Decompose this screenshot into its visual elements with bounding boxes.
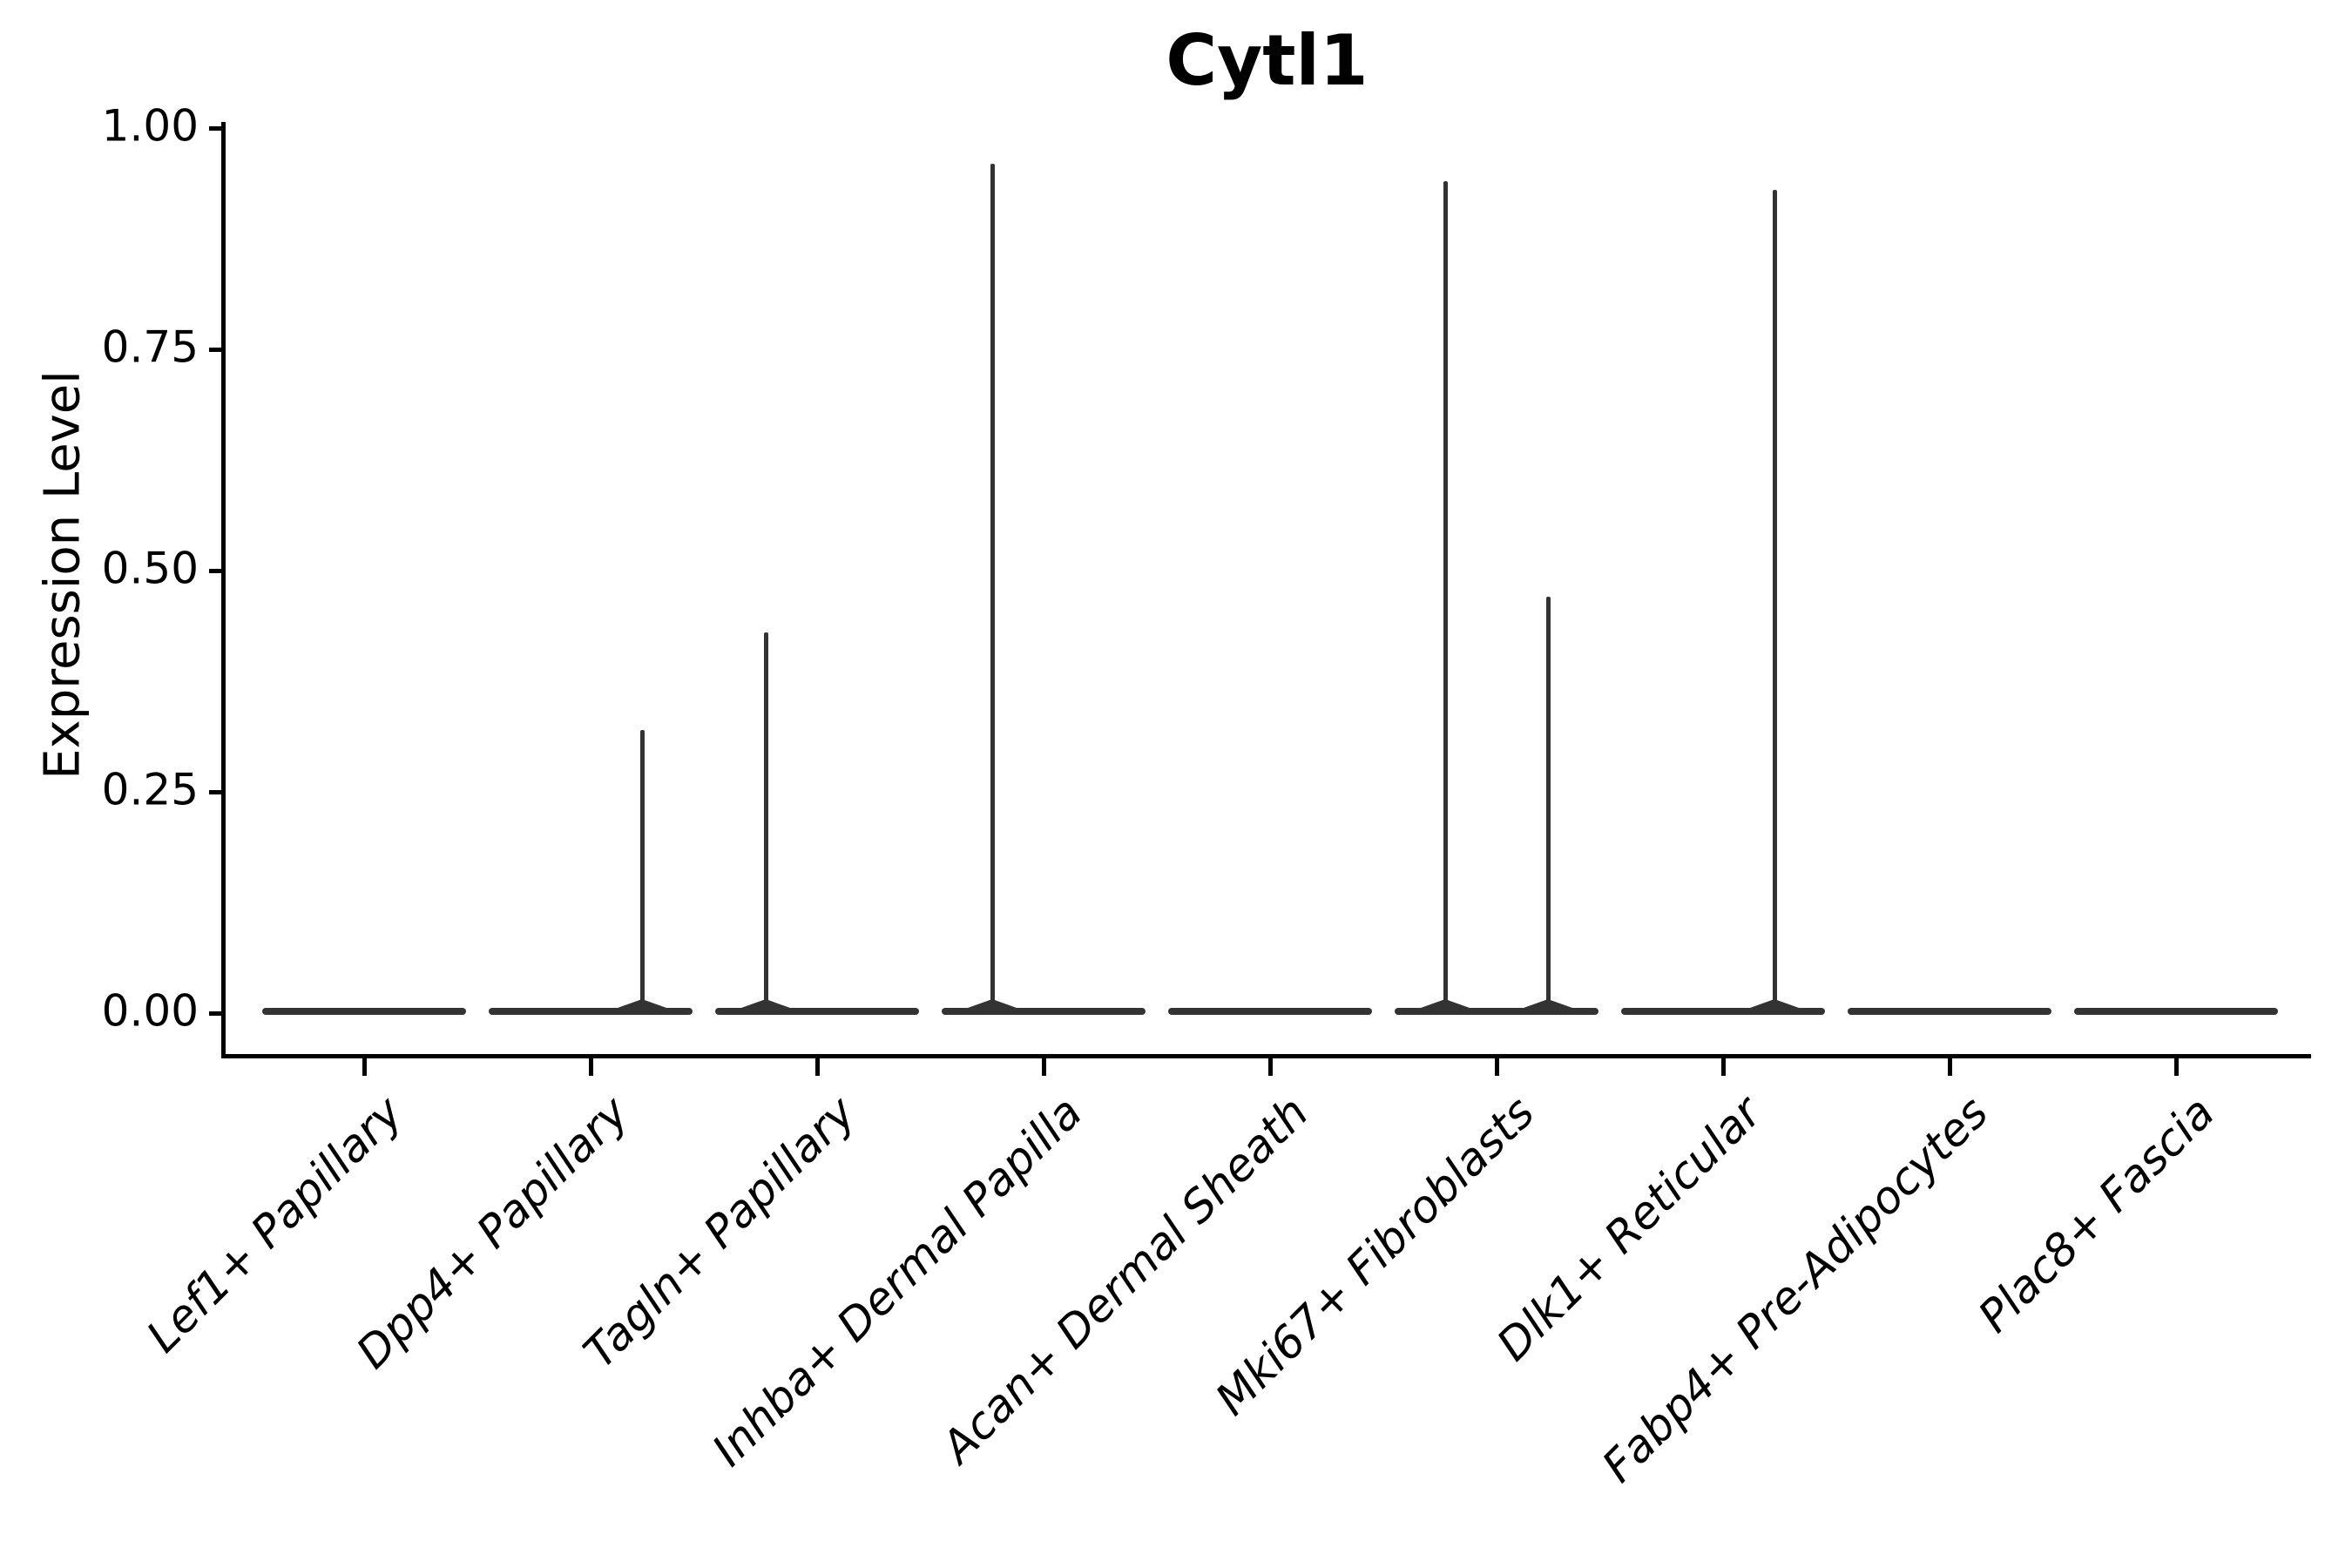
violin-base: [489, 1008, 693, 1015]
x-tick: [1947, 1058, 1952, 1076]
violin-base: [1848, 1008, 2051, 1015]
y-tick: [209, 789, 221, 794]
x-tick: [362, 1058, 367, 1076]
y-tick: [209, 1010, 221, 1016]
y-tick-label: 0.75: [101, 321, 199, 373]
y-tick-label: 0.50: [101, 543, 199, 594]
x-tick: [2173, 1058, 2179, 1076]
x-tick: [588, 1058, 593, 1076]
y-tick: [209, 347, 221, 352]
y-tick-label: 0.25: [101, 764, 199, 815]
violin-base: [942, 1008, 1146, 1015]
violin-spike: [990, 163, 995, 1013]
y-tick-label: 1.00: [101, 100, 199, 152]
x-tick: [1041, 1058, 1046, 1076]
chart-title: Cytl1: [1166, 20, 1369, 101]
y-tick: [209, 568, 221, 573]
violin-base: [262, 1008, 466, 1015]
x-tick: [1267, 1058, 1273, 1076]
x-axis-label: Inhba+ Dermal Papilla: [702, 1087, 1092, 1477]
violin-spike: [1772, 190, 1777, 1013]
violin-spike: [763, 632, 768, 1013]
violin-spike: [1545, 597, 1551, 1013]
violin-base: [2074, 1008, 2278, 1015]
x-axis-label: Acan+ Dermal Sheath: [932, 1087, 1319, 1474]
x-tick: [1720, 1058, 1726, 1076]
x-axis-label: Fabp4+ Pre-Adipocytes: [1592, 1087, 1998, 1493]
violin-spike: [1443, 180, 1448, 1013]
x-axis-label: Plac8+ Fascia: [1969, 1087, 2225, 1343]
x-tick: [814, 1058, 820, 1076]
x-tick: [1494, 1058, 1499, 1076]
violin-base: [1621, 1008, 1825, 1015]
violin-base: [715, 1008, 919, 1015]
violin-spike: [639, 729, 645, 1013]
y-axis-spine: [221, 122, 226, 1058]
y-tick: [209, 125, 221, 131]
x-axis-spine: [221, 1054, 2311, 1058]
violin-base: [1168, 1008, 1372, 1015]
y-tick-label: 0.00: [101, 985, 199, 1037]
violin-base: [1395, 1008, 1598, 1015]
